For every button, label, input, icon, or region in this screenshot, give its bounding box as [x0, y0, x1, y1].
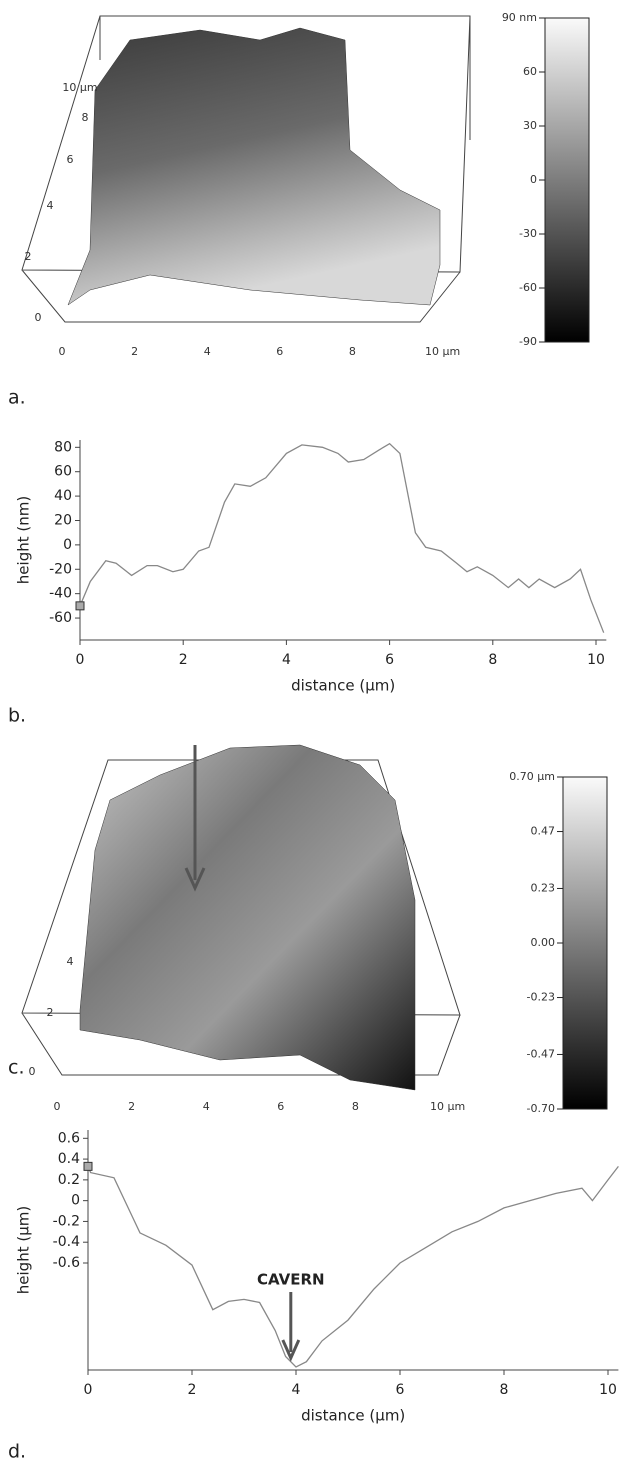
y-tick-label: 0.4	[58, 1151, 80, 1167]
panel-label: c.	[8, 1057, 25, 1079]
colorbar-tick-label: 0.23	[531, 881, 556, 894]
depth-tick-label: 2	[25, 250, 32, 263]
x-axis-label: distance (µm)	[291, 677, 395, 695]
colorbar-tick-label: 90 nm	[502, 11, 537, 24]
x-tick-label: 4	[282, 652, 291, 668]
depth-tick-label: 0	[29, 1065, 36, 1078]
x-tick-label: 10	[599, 1382, 617, 1398]
y-tick-label: 0	[71, 1193, 80, 1209]
y-tick-label: -0.4	[53, 1234, 80, 1250]
y-tick-label: -20	[49, 561, 72, 577]
x-tick-label: 4	[203, 1100, 210, 1113]
x-tick-label: 2	[131, 345, 138, 358]
y-tick-label: 0.2	[58, 1172, 80, 1188]
colorbar-tick-label: 0.70 µm	[509, 770, 555, 783]
depth-tick-label: 4	[67, 955, 74, 968]
colorbar-tick-label: 60	[523, 65, 537, 78]
y-tick-label: -40	[49, 586, 72, 602]
x-tick-label: 0	[59, 345, 66, 358]
colorbar-tick-label: 0.47	[531, 825, 556, 838]
depth-tick-label: 10 µm	[62, 81, 97, 94]
x-tick-label: 8	[352, 1100, 359, 1113]
colorbar-tick-label: -90	[519, 335, 537, 348]
annotation: CAVERN	[257, 1271, 325, 1289]
x-tick-label: 4	[292, 1382, 301, 1398]
surface-a	[21, 15, 471, 323]
colorbar-tick-label: -0.23	[527, 991, 555, 1004]
y-tick-label: -60	[49, 610, 72, 626]
profile-line	[79, 442, 605, 633]
panel-label: b.	[8, 705, 26, 727]
annotation-arrowhead	[281, 1339, 301, 1362]
colorbar	[544, 17, 590, 343]
y-tick-label: 20	[54, 512, 72, 528]
x-tick-label: 10	[587, 652, 605, 668]
y-axis-label: height (nm)	[15, 496, 33, 584]
surface-c	[21, 744, 461, 1091]
x-tick-label: 6	[276, 345, 283, 358]
panel-label: d.	[8, 1441, 26, 1463]
depth-tick-label: 4	[47, 199, 54, 212]
x-tick-label: 4	[204, 345, 211, 358]
x-axis-label: distance (µm)	[301, 1407, 405, 1425]
panel-label: a.	[8, 387, 26, 409]
depth-tick-label: 8	[82, 111, 89, 124]
y-tick-label: -0.6	[53, 1255, 80, 1271]
x-tick-label: 2	[128, 1100, 135, 1113]
x-tick-label: 8	[488, 652, 497, 668]
y-tick-label: 40	[54, 488, 72, 504]
x-tick-label: 0	[84, 1382, 93, 1398]
x-tick-label: 6	[277, 1100, 284, 1113]
colorbar-tick-label: -30	[519, 227, 537, 240]
start-marker	[75, 601, 85, 611]
profile-line	[87, 1166, 619, 1368]
colorbar-tick-label: 0	[530, 173, 537, 186]
depth-tick-label: 6	[67, 153, 74, 166]
colorbar	[562, 776, 608, 1110]
x-tick-label: 0	[76, 652, 85, 668]
y-tick-label: 60	[54, 464, 72, 480]
x-tick-label: 2	[188, 1382, 197, 1398]
y-tick-label: -0.2	[53, 1213, 80, 1229]
y-tick-label: 0.6	[58, 1130, 80, 1146]
x-tick-label: 10 µm	[425, 345, 460, 358]
x-tick-label: 0	[54, 1100, 61, 1113]
y-tick-label: 80	[54, 439, 72, 455]
x-tick-label: 6	[385, 652, 394, 668]
x-tick-label: 8	[500, 1382, 509, 1398]
depth-tick-label: 0	[35, 311, 42, 324]
colorbar-tick-label: -0.70	[527, 1102, 555, 1115]
y-tick-label: 0	[63, 537, 72, 553]
x-tick-label: 6	[396, 1382, 405, 1398]
y-axis-label: height (µm)	[15, 1206, 33, 1294]
x-tick-label: 8	[349, 345, 356, 358]
depth-tick-label: 2	[47, 1006, 54, 1019]
start-marker	[83, 1161, 93, 1171]
colorbar-tick-label: -0.47	[527, 1047, 555, 1060]
colorbar-tick-label: 0.00	[531, 936, 556, 949]
colorbar-tick-label: 30	[523, 119, 537, 132]
x-tick-label: 2	[179, 652, 188, 668]
x-tick-label: 10 µm	[430, 1100, 465, 1113]
colorbar-tick-label: -60	[519, 281, 537, 294]
